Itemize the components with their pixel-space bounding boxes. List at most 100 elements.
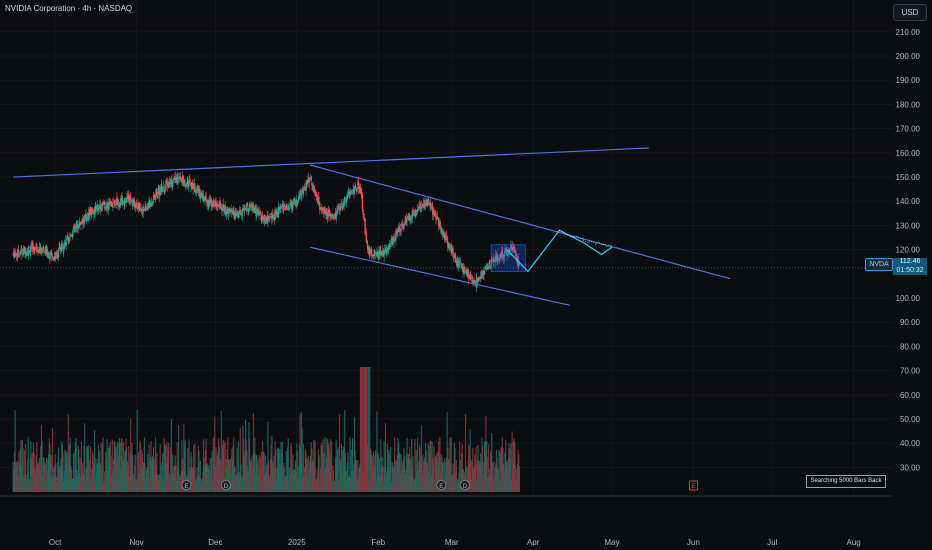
volume-bar: [320, 445, 322, 492]
volume-bar: [90, 446, 92, 492]
volume-bar: [230, 473, 232, 492]
volume-bar: [138, 473, 140, 492]
candle-body: [68, 239, 70, 241]
volume-bar: [398, 452, 400, 492]
volume-bar: [183, 423, 185, 492]
candle-body: [449, 246, 451, 250]
volume-bar: [43, 458, 45, 492]
volume-bar: [170, 418, 172, 492]
volume-bar: [213, 447, 215, 492]
candle-body: [386, 250, 389, 251]
candle-body: [69, 234, 71, 237]
volume-bar: [480, 465, 482, 492]
volume-bar: [195, 481, 197, 492]
volume-bar: [328, 443, 330, 492]
candle-body: [129, 196, 132, 200]
candle-body: [217, 206, 220, 208]
candle-body: [409, 217, 411, 221]
volume-bar: [57, 447, 60, 492]
candle-body: [346, 195, 349, 200]
candle-body: [162, 186, 165, 189]
candle-body: [101, 205, 103, 212]
volume-bar: [208, 464, 210, 492]
candle-body: [460, 263, 463, 268]
candle-body: [345, 196, 348, 202]
volume-bar: [418, 461, 420, 492]
candle-body: [412, 209, 414, 212]
volume-bar: [78, 472, 81, 492]
volume-bar: [135, 479, 138, 492]
volume-bar: [155, 465, 157, 492]
volume-bar: [384, 423, 387, 492]
candle-body: [194, 192, 197, 194]
volume-bar: [28, 480, 31, 492]
volume-bar: [410, 476, 412, 492]
candle-body: [228, 208, 230, 214]
volume-bar: [55, 477, 58, 492]
volume-bar: [334, 458, 337, 492]
volume-bar: [261, 481, 263, 492]
volume-bar: [190, 452, 192, 492]
volume-bar: [297, 478, 299, 492]
volume-bar: [250, 461, 253, 492]
volume-bar: [296, 450, 299, 492]
candle-body: [103, 201, 106, 205]
candle-body: [315, 191, 317, 197]
candle-body: [330, 215, 332, 217]
volume-bar: [107, 470, 109, 492]
volume-bar: [44, 465, 46, 492]
currency-button[interactable]: USD: [893, 4, 927, 21]
volume-bar: [421, 474, 423, 492]
time-axis-bg: [0, 496, 932, 550]
volume-bar: [64, 450, 66, 492]
volume-bar: [501, 437, 503, 492]
volume-bar: [475, 446, 477, 492]
volume-bar: [119, 467, 121, 492]
volume-bar: [146, 467, 148, 492]
candle-body: [479, 276, 482, 279]
volume-bar: [153, 458, 155, 492]
candle-body: [108, 198, 111, 201]
candle-body: [236, 211, 239, 216]
candle-body: [298, 195, 301, 199]
candle-body: [243, 209, 245, 211]
candle-body: [30, 245, 33, 247]
volume-bar: [179, 474, 181, 492]
volume-bar: [199, 460, 201, 492]
volume-bar: [227, 460, 230, 492]
volume-bar: [26, 460, 29, 492]
volume-bar: [174, 455, 176, 492]
candle-body: [306, 181, 308, 185]
volume-bar: [46, 457, 48, 492]
volume-bar: [120, 438, 123, 492]
volume-bar: [481, 437, 483, 492]
volume-bar: [357, 460, 359, 492]
volume-bar: [299, 413, 301, 492]
volume-bar: [451, 475, 453, 492]
volume-bar: [416, 471, 418, 492]
volume-bar: [42, 456, 44, 492]
candle-body: [273, 213, 276, 221]
volume-bar: [491, 433, 493, 492]
candle-body: [166, 182, 169, 187]
candle-body: [191, 182, 193, 190]
volume-bar: [510, 479, 513, 492]
candle-body: [302, 188, 305, 195]
candle-body: [262, 217, 265, 220]
volume-bar: [157, 475, 159, 492]
volume-bar: [372, 473, 374, 492]
candle-body: [187, 181, 190, 188]
volume-bar: [482, 445, 484, 492]
volume-bar: [363, 367, 366, 492]
volume-bar: [508, 447, 511, 492]
volume-bar: [122, 442, 125, 492]
volume-bar: [114, 442, 116, 492]
volume-bar: [298, 444, 301, 492]
event-marker: D: [459, 480, 470, 490]
volume-bar: [193, 444, 195, 492]
volume-bar: [479, 461, 481, 492]
volume-bar: [504, 452, 506, 492]
candle-body: [338, 207, 340, 209]
candle-body: [18, 253, 20, 256]
